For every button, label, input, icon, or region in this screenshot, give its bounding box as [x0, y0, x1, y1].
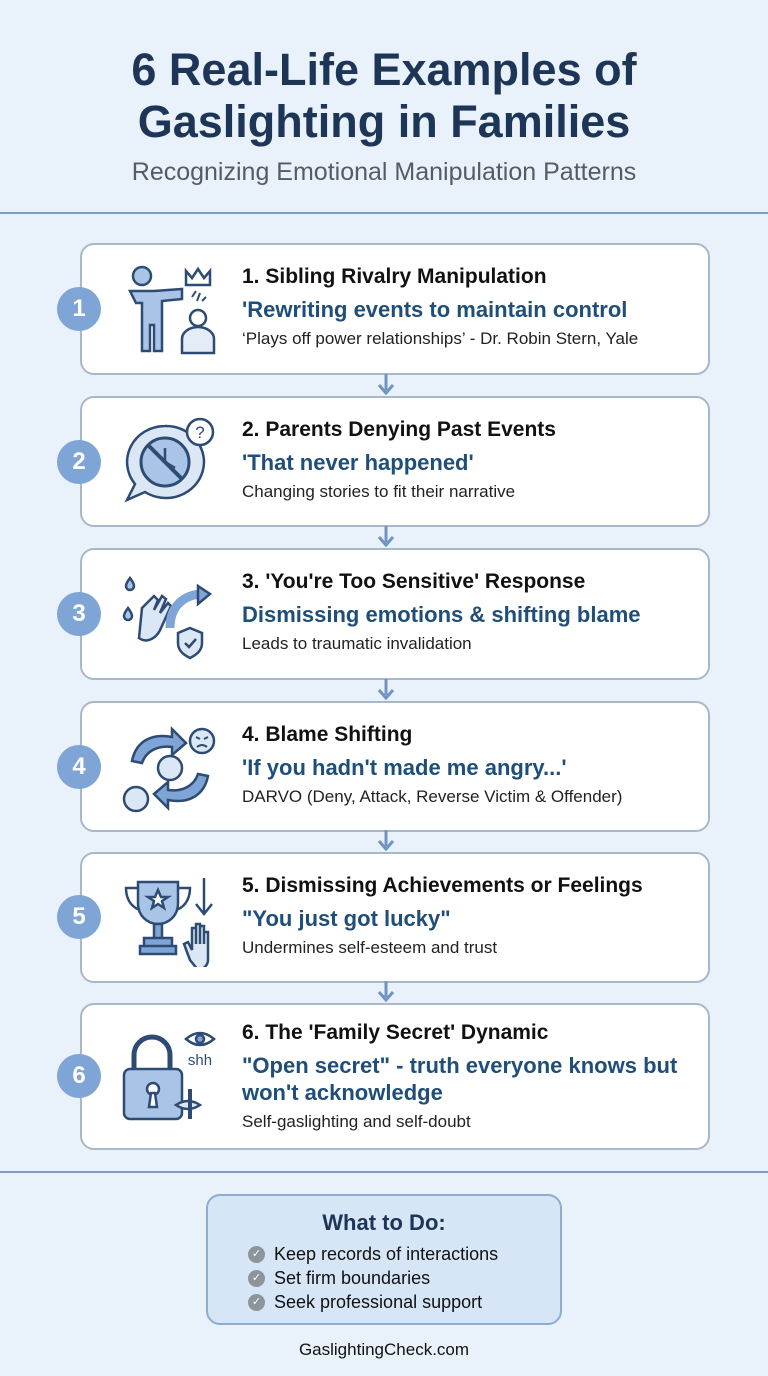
hand-tear-shield-icon: [122, 575, 213, 660]
example-card: 1. Sibling Rivalry Manipulation 'Rewriti…: [80, 243, 710, 375]
number-badge: 4: [57, 745, 101, 789]
number-badge: 1: [57, 287, 101, 331]
example-title: 4. Blame Shifting: [242, 723, 413, 746]
title-line-1: 6 Real-Life Examples of: [131, 44, 637, 95]
example-card: ? 2. Parents Denying Past Events 'That n…: [80, 396, 710, 527]
what-to-do-box: What to Do: ✓ Keep records of interaction…: [206, 1194, 562, 1325]
number-badge: 5: [57, 895, 101, 939]
subtitle: Recognizing Emotional Manipulation Patte…: [131, 158, 637, 186]
todo-item-label: Keep records of interactions: [274, 1244, 499, 1264]
title-line-2: Gaslighting in Families: [137, 96, 631, 147]
trophy-down-arrow-icon: [124, 878, 213, 967]
example-quote: Dismissing emotions & shifting blame: [242, 602, 641, 627]
example-description: ‘Plays off power relationships’ - Dr. Ro…: [242, 329, 639, 348]
todo-item: ✓ Set firm boundaries: [248, 1266, 560, 1290]
example-description: Self-gaslighting and self-doubt: [242, 1112, 471, 1131]
todo-item-label: Set firm boundaries: [274, 1268, 431, 1288]
crossed-clock-question-icon: ?: [124, 417, 215, 503]
example-description: Leads to traumatic invalidation: [242, 634, 472, 653]
example-card: 4. Blame Shifting 'If you hadn't made me…: [80, 701, 710, 832]
example-quote: 'That never happened': [242, 450, 474, 475]
cycle-arrows-angry-icon: [122, 725, 216, 813]
divider: [0, 212, 768, 214]
example-quote: 'If you hadn't made me angry...': [242, 755, 567, 780]
example-description: Undermines self-esteem and trust: [242, 938, 498, 957]
what-to-do-heading: What to Do:: [322, 1210, 446, 1235]
example-title: 5. Dismissing Achievements or Feelings: [242, 874, 643, 897]
example-title: 2. Parents Denying Past Events: [242, 418, 556, 441]
padlock-shh-eye-icon: shh: [122, 1031, 216, 1121]
divider: [0, 1171, 768, 1173]
number-badge: 3: [57, 592, 101, 636]
down-arrow-icon: [377, 981, 395, 1003]
number-badge: 6: [57, 1054, 101, 1098]
check-icon: ✓: [248, 1269, 265, 1287]
footer-site: GaslightingCheck.com: [298, 1340, 470, 1359]
down-arrow-icon: [377, 679, 395, 701]
example-card: 3. 'You're Too Sensitive' Response Dismi…: [80, 548, 710, 680]
number-badge: 2: [57, 440, 101, 484]
example-quote: "Open secret" - truth everyone knows but…: [242, 1053, 678, 1105]
page-title: 6 Real-Life Examples of Gaslighting in F…: [0, 44, 768, 148]
check-icon: ✓: [248, 1245, 265, 1263]
shh-label: shh: [188, 1052, 212, 1069]
example-quote: 'Rewriting events to maintain control: [242, 297, 628, 322]
example-description: Changing stories to fit their narrative: [242, 482, 516, 501]
example-title: 1. Sibling Rivalry Manipulation: [242, 265, 547, 288]
example-title: 3. 'You're Too Sensitive' Response: [242, 570, 586, 593]
svg-text:?: ?: [195, 423, 204, 442]
example-quote: "You just got lucky": [242, 906, 451, 931]
todo-item: ✓ Keep records of interactions: [248, 1242, 560, 1266]
example-card: 5. Dismissing Achievements or Feelings "…: [80, 852, 710, 983]
down-arrow-icon: [377, 374, 395, 396]
down-arrow-icon: [377, 526, 395, 548]
down-arrow-icon: [377, 830, 395, 852]
check-icon: ✓: [248, 1293, 265, 1311]
todo-item-label: Seek professional support: [274, 1292, 483, 1312]
example-description: DARVO (Deny, Attack, Reverse Victim & Of…: [242, 787, 623, 806]
person-pointing-crown-icon: [127, 265, 216, 355]
example-card: shh 6. The 'Family Secret' Dynamic "Open…: [80, 1003, 710, 1150]
todo-item: ✓ Seek professional support: [248, 1290, 560, 1314]
example-title: 6. The 'Family Secret' Dynamic: [242, 1021, 549, 1044]
